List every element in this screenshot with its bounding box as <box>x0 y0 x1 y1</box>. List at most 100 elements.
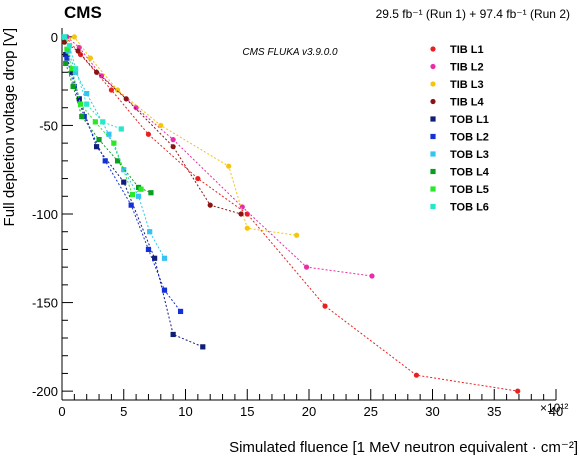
data-point-tob-l3 <box>135 193 142 199</box>
series-tib-l4 <box>61 39 244 217</box>
series-line-tib-l2 <box>66 36 373 277</box>
legend: TIB L1 TIB L2 TIB L3 TIB L4 TOB L1 TOB L2 TOB … <box>430 44 490 214</box>
data-point-tob-l3 <box>147 229 153 235</box>
data-point-tib-l3 <box>158 122 164 129</box>
legend-marker-tob-l2 <box>430 133 436 140</box>
legend-marker-tob-l5 <box>430 186 436 192</box>
data-point-tob-l2 <box>64 55 70 61</box>
series-tob-l2 <box>64 55 184 315</box>
data-point-tob-l2 <box>102 158 108 164</box>
data-point-tib-l3 <box>244 225 250 231</box>
data-point-tob-l2 <box>177 308 184 315</box>
series-tob-l6 <box>61 34 124 132</box>
y-tick-label: -50 <box>39 118 58 133</box>
data-point-tib-l1 <box>515 388 521 394</box>
data-point-tib-l4 <box>207 202 213 208</box>
x-tick-label: 20 <box>302 404 316 419</box>
legend-label-tob-l4: TOB L4 <box>450 167 490 179</box>
x-tick-label: 40 <box>549 404 563 419</box>
series-line-tob-l3 <box>67 50 165 259</box>
legend-label-tib-l2: TIB L2 <box>450 62 484 74</box>
series-line-tob-l1 <box>65 54 203 348</box>
data-point-tob-l2 <box>161 287 168 293</box>
data-point-tob-l5 <box>64 46 70 52</box>
data-point-tob-l4 <box>79 113 85 120</box>
data-point-tib-l4 <box>123 96 129 102</box>
data-point-tob-l4 <box>148 190 154 196</box>
data-point-tib-l3 <box>226 163 232 169</box>
data-point-tob-l1 <box>76 96 82 102</box>
data-point-tib-l1 <box>322 303 328 309</box>
data-point-tib-l4 <box>75 48 81 54</box>
data-point-tob-l2 <box>145 246 152 253</box>
data-point-tib-l3 <box>71 34 77 40</box>
x-tick-label: 15 <box>240 404 254 419</box>
y-tick-label: -150 <box>32 296 58 311</box>
data-point-tob-l4 <box>70 83 76 90</box>
x-tick-label: 30 <box>425 404 439 419</box>
x-axis-exponent: ×10¹² <box>540 401 568 415</box>
data-point-tob-l4 <box>114 158 121 164</box>
data-point-tob-l6 <box>100 119 106 125</box>
data-point-tib-l1 <box>244 211 250 217</box>
legend-marker-tob-l1 <box>430 116 436 122</box>
data-point-tob-l6 <box>118 126 124 132</box>
x-tick-label: 25 <box>364 404 378 419</box>
x-tick-label: 10 <box>178 404 192 419</box>
data-point-tob-l5 <box>92 119 98 125</box>
data-point-tob-l5 <box>69 66 75 72</box>
data-point-tob-l6 <box>84 101 90 107</box>
series-tob-l3 <box>65 48 168 261</box>
data-point-tib-l2 <box>369 273 375 279</box>
data-point-tob-l2 <box>128 202 134 208</box>
x-tick-label: 5 <box>120 404 127 419</box>
data-point-tob-l5 <box>129 191 135 198</box>
data-point-tib-l3 <box>294 232 300 238</box>
data-point-tob-l1 <box>63 51 69 58</box>
legend-marker-tib-l4 <box>430 98 436 105</box>
data-point-tob-l3 <box>72 69 79 75</box>
data-point-tob-l1 <box>121 179 127 185</box>
data-point-tob-l1 <box>200 344 206 350</box>
data-point-tib-l3 <box>87 55 94 61</box>
simulation-label: CMS FLUKA v3.9.0.0 <box>242 47 338 58</box>
legend-marker-tob-l4 <box>430 168 436 175</box>
data-point-tob-l5 <box>138 186 144 192</box>
data-point-tob-l6 <box>66 43 73 49</box>
legend-marker-tib-l3 <box>430 81 436 87</box>
y-tick-label: -100 <box>32 207 58 222</box>
legend-label-tib-l4: TIB L4 <box>450 97 484 109</box>
series-line-tib-l3 <box>65 36 297 236</box>
data-point-tib-l1 <box>145 131 152 137</box>
data-point-tib-l4 <box>170 144 176 150</box>
y-tick-label: 0 <box>51 30 58 45</box>
legend-marker-tob-l6 <box>430 203 436 210</box>
series-line-tib-l4 <box>64 41 242 215</box>
series-tob-l1 <box>63 51 206 350</box>
data-point-tob-l5 <box>111 140 117 146</box>
series-layer <box>61 34 521 394</box>
data-point-tob-l1 <box>93 144 100 150</box>
legend-marker-tib-l2 <box>430 63 436 70</box>
series-tib-l3 <box>63 34 300 238</box>
y-axis-title: Full depletion voltage drop [V] <box>1 28 18 226</box>
data-point-tob-l3 <box>84 90 90 97</box>
data-point-tob-l6 <box>61 34 68 40</box>
data-point-tib-l2 <box>133 105 139 111</box>
data-point-tib-l2 <box>98 73 105 79</box>
legend-label-tob-l1: TOB L1 <box>450 114 489 126</box>
data-point-tib-l4 <box>93 69 100 75</box>
x-tick-label: 35 <box>487 404 501 419</box>
data-point-tib-l3 <box>114 87 121 93</box>
legend-label-tib-l3: TIB L3 <box>450 79 484 91</box>
data-point-tib-l4 <box>238 211 244 217</box>
data-point-tib-l1 <box>413 372 420 378</box>
experiment-label: CMS <box>64 3 102 22</box>
legend-label-tib-l1: TIB L1 <box>450 44 484 56</box>
legend-marker-tib-l1 <box>430 46 436 52</box>
data-point-tib-l1 <box>108 87 114 93</box>
luminosity-label: 29.5 fb⁻¹ (Run 1) + 97.4 fb⁻¹ (Run 2) <box>376 7 570 21</box>
x-tick-label: 0 <box>58 404 65 419</box>
data-point-tib-l4 <box>61 39 68 45</box>
